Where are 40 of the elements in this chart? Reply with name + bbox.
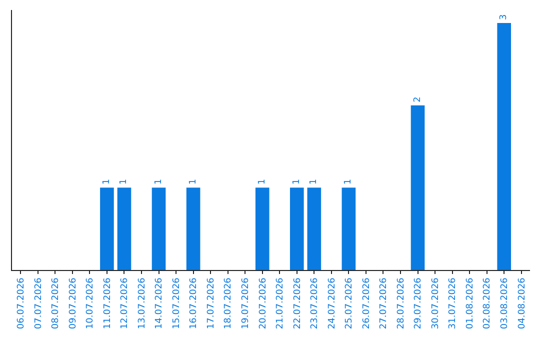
x-tick-label: 17.07.2026 [206, 277, 216, 330]
x-tick-label: 04.08.2026 [517, 277, 528, 330]
data-label: 1 [188, 178, 198, 185]
x-tick-label: 25.07.2026 [344, 277, 355, 330]
x-tick-label: 29.07.2026 [414, 277, 424, 330]
x-tick-label: 18.07.2026 [224, 277, 234, 330]
x-tick-label: 19.07.2026 [241, 277, 252, 330]
x-tick-label: 09.07.2026 [68, 277, 78, 330]
data-label: 1 [119, 178, 130, 185]
data-label: 1 [309, 178, 320, 185]
x-tick-label: 08.07.2026 [51, 277, 62, 330]
data-label: 1 [257, 178, 268, 185]
x-tick-label: 13.07.2026 [137, 277, 148, 330]
x-tick-label: 31.07.2026 [448, 277, 458, 330]
x-tick-label: 21.07.2026 [276, 277, 286, 330]
x-tick-label: 07.07.2026 [34, 277, 44, 330]
data-label: 1 [292, 178, 302, 185]
x-tick-label: 10.07.2026 [86, 277, 96, 330]
x-tick-label: 30.07.2026 [430, 277, 441, 330]
data-label: 3 [499, 14, 510, 20]
x-tick-label: 11.07.2026 [102, 277, 113, 330]
x-tick-label: 24.07.2026 [327, 277, 338, 330]
x-tick-label: 15.07.2026 [172, 277, 182, 330]
data-label: 2 [412, 96, 423, 102]
x-tick-label: 02.08.2026 [482, 277, 493, 330]
x-tick-label: 12.07.2026 [120, 277, 130, 330]
x-tick-label: 14.07.2026 [154, 277, 165, 330]
x-tick-label: 27.07.2026 [379, 277, 390, 330]
x-tick-label: 06.07.2026 [16, 277, 27, 330]
data-label: 1 [154, 178, 164, 185]
data-label: 1 [102, 178, 112, 185]
x-tick-label: 03.08.2026 [500, 277, 510, 330]
x-tick-label: 16.07.2026 [189, 277, 200, 330]
x-tick-label: 22.07.2026 [292, 277, 303, 330]
x-tick-label: 20.07.2026 [258, 277, 268, 330]
x-tick-label: 26.07.2026 [362, 277, 372, 330]
data-label: 1 [344, 178, 354, 185]
x-tick-label: 23.07.2026 [310, 277, 320, 330]
x-tick-label: 01.08.2026 [465, 277, 476, 330]
x-tick-label: 28.07.2026 [396, 277, 406, 330]
